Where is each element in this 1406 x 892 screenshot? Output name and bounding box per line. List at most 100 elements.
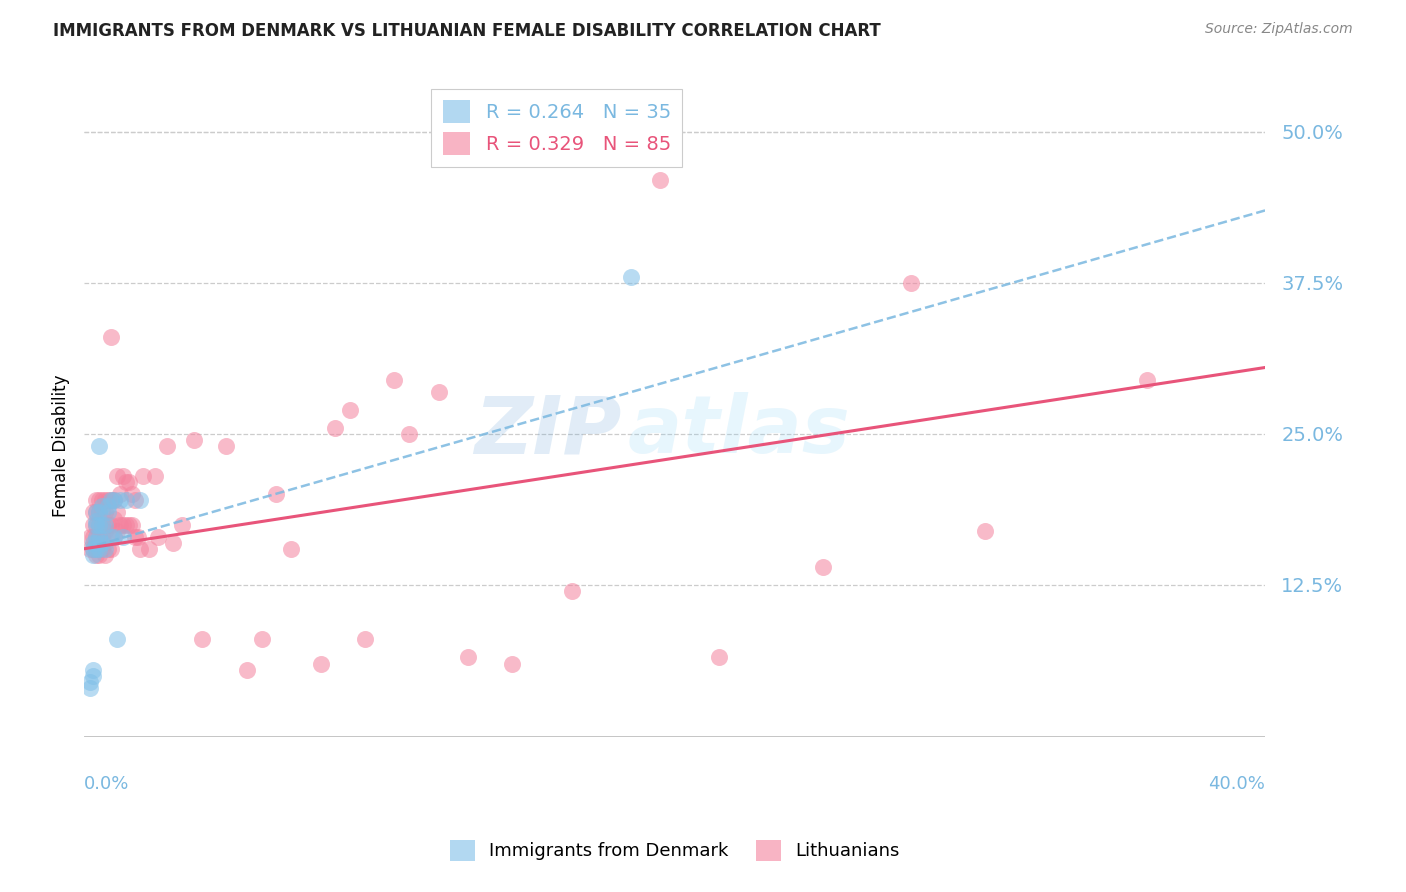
Point xyxy=(84,517,107,532)
Point xyxy=(127,530,149,544)
Point xyxy=(900,276,922,290)
Point xyxy=(382,372,406,386)
Text: ZIP: ZIP xyxy=(474,392,621,470)
Point xyxy=(132,469,155,483)
Point xyxy=(118,475,141,490)
Point xyxy=(280,541,302,556)
Point xyxy=(94,535,117,549)
Point xyxy=(111,530,134,544)
Point xyxy=(121,517,143,532)
Point xyxy=(91,493,114,508)
Point xyxy=(94,506,117,520)
Point xyxy=(105,632,128,647)
Point xyxy=(124,530,146,544)
Point xyxy=(114,493,136,508)
Point xyxy=(84,514,107,528)
Point xyxy=(82,663,104,677)
Point xyxy=(325,421,347,435)
Point xyxy=(124,493,146,508)
Point xyxy=(1136,372,1159,386)
Point xyxy=(100,493,122,508)
Point xyxy=(84,506,107,520)
Point xyxy=(87,530,111,544)
Point xyxy=(103,530,125,544)
Point xyxy=(84,535,107,549)
Point xyxy=(162,535,184,549)
Point xyxy=(105,506,128,520)
Point xyxy=(974,524,997,538)
Point xyxy=(82,668,104,682)
Point xyxy=(82,535,104,549)
Point xyxy=(87,548,111,562)
Point xyxy=(87,506,111,520)
Point xyxy=(91,541,114,556)
Point xyxy=(82,517,104,532)
Point xyxy=(111,469,134,483)
Point xyxy=(94,548,117,562)
Point xyxy=(91,535,114,549)
Point xyxy=(339,402,361,417)
Point xyxy=(94,524,117,538)
Point xyxy=(457,650,479,665)
Point xyxy=(87,541,111,556)
Point xyxy=(87,517,111,532)
Point xyxy=(100,541,122,556)
Point xyxy=(143,469,166,483)
Point xyxy=(811,559,834,574)
Point xyxy=(650,173,672,187)
Point xyxy=(84,530,107,544)
Point xyxy=(82,530,104,544)
Point xyxy=(79,674,101,689)
Point xyxy=(103,493,125,508)
Point xyxy=(111,517,134,532)
Point xyxy=(84,541,107,556)
Point xyxy=(79,541,101,556)
Point xyxy=(82,548,104,562)
Point xyxy=(97,506,120,520)
Point xyxy=(100,330,122,344)
Point xyxy=(84,541,107,556)
Point xyxy=(103,511,125,525)
Point xyxy=(91,517,114,532)
Point xyxy=(105,524,128,538)
Point xyxy=(100,493,122,508)
Point xyxy=(91,530,114,544)
Point xyxy=(91,500,114,514)
Point xyxy=(114,475,136,490)
Point xyxy=(215,439,238,453)
Point xyxy=(129,541,152,556)
Point xyxy=(97,517,120,532)
Point xyxy=(82,541,104,556)
Point xyxy=(105,469,128,483)
Legend: Immigrants from Denmark, Lithuanians: Immigrants from Denmark, Lithuanians xyxy=(443,832,907,868)
Point xyxy=(87,517,111,532)
Point xyxy=(84,530,107,544)
Text: 40.0%: 40.0% xyxy=(1209,775,1265,793)
Point xyxy=(103,530,125,544)
Point xyxy=(82,541,104,556)
Point xyxy=(97,541,120,556)
Point xyxy=(108,517,131,532)
Point xyxy=(84,493,107,508)
Point xyxy=(148,530,170,544)
Point xyxy=(266,487,288,501)
Point xyxy=(91,517,114,532)
Point xyxy=(183,433,205,447)
Point xyxy=(236,663,259,677)
Point xyxy=(103,493,125,508)
Point xyxy=(138,541,160,556)
Point xyxy=(427,384,450,399)
Point xyxy=(309,657,332,671)
Point xyxy=(79,681,101,695)
Point xyxy=(118,517,141,532)
Point xyxy=(129,493,152,508)
Point xyxy=(79,530,101,544)
Point xyxy=(170,517,193,532)
Point xyxy=(84,517,107,532)
Point xyxy=(87,530,111,544)
Point xyxy=(87,541,111,556)
Text: atlas: atlas xyxy=(627,392,851,470)
Point xyxy=(191,632,214,647)
Point xyxy=(121,487,143,501)
Point xyxy=(94,493,117,508)
